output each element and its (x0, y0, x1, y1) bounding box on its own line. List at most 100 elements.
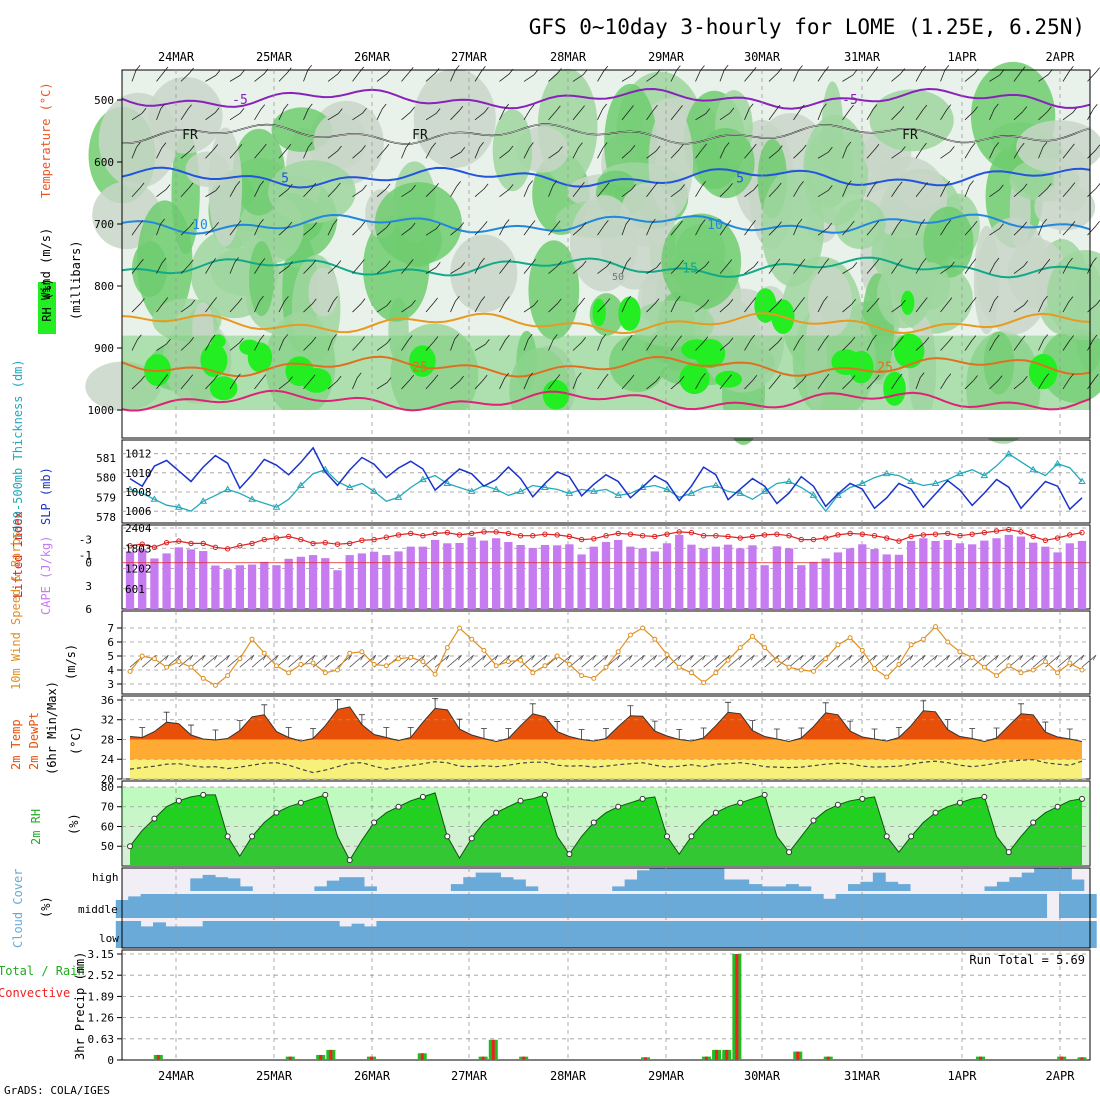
precip-convective-bar (319, 1054, 323, 1060)
lifted-index-point (993, 528, 1000, 534)
wind-barb (327, 296, 338, 313)
wind-barb (425, 262, 441, 274)
wind-barb (548, 105, 561, 121)
run-total: Run Total = 5.69 (969, 953, 1085, 967)
wind-barb (303, 298, 317, 313)
wind-barb (523, 180, 533, 197)
wind10m-point (273, 663, 279, 669)
minmax-bar (529, 703, 536, 714)
cloud-low-bar (227, 921, 241, 948)
wind-barb (254, 374, 267, 390)
total-rain-label: Total / Rain (0, 964, 85, 978)
rh2m-point (932, 809, 939, 816)
lifted-index-point (688, 529, 695, 536)
date-label-bottom: 30MAR (744, 1069, 781, 1083)
temperature-label: Temperature (°C) (39, 82, 53, 198)
wind10m-barb (569, 654, 584, 668)
wind-barb (793, 181, 804, 197)
cape-bar (540, 544, 550, 609)
cloud-high-bar (872, 872, 886, 891)
cloud-middle-bar (761, 894, 775, 918)
wind-barb (327, 260, 342, 274)
rh-max-spot (1028, 353, 1058, 390)
cloud-low-bar (326, 921, 340, 948)
thickness-point (370, 487, 378, 494)
wind10m-barb (532, 654, 548, 668)
thickness-point (956, 469, 964, 477)
wind-barb (131, 375, 146, 390)
rh-shading (492, 109, 533, 192)
minmax-bar (1066, 728, 1073, 739)
cloud-low-bar (599, 921, 613, 948)
wind-barb (1038, 334, 1048, 351)
cape-bar (211, 565, 220, 609)
wind-barb (866, 297, 880, 313)
wind-barb (1062, 107, 1077, 121)
cloud-middle-bar (748, 894, 762, 918)
wind-barb (303, 222, 318, 236)
wind10m-point (322, 670, 328, 676)
contour-line (121, 213, 1091, 235)
wind-barb (156, 184, 171, 198)
wind-barb (695, 336, 709, 351)
wind-barb (989, 257, 1000, 274)
cloud-low-bar (1058, 921, 1072, 948)
wind-barb (940, 219, 952, 236)
date-label-bottom: 29MAR (648, 1069, 685, 1083)
wind-barb (597, 261, 612, 274)
wind-barb (1062, 143, 1075, 159)
wind10m-point (1079, 667, 1085, 673)
wind-barb (646, 145, 661, 159)
wind-barb (450, 146, 466, 159)
wind10m-barb (154, 654, 169, 668)
date-label-bottom: 27MAR (451, 1069, 488, 1083)
cloud-low-bar (512, 921, 526, 948)
cape-bar (809, 561, 818, 609)
lifted-index-point (884, 535, 890, 541)
wind-barb (156, 297, 169, 313)
wind-barb (719, 298, 734, 313)
wind-barb (989, 334, 1000, 351)
minmax-bar (773, 728, 780, 739)
cape-bar (723, 544, 733, 609)
lifted-index-point (578, 536, 585, 543)
wind10m-point (383, 663, 389, 669)
cloud-low-bar (488, 921, 502, 948)
cape-bar (443, 543, 452, 609)
wind-barb (793, 334, 804, 351)
contour-line (121, 355, 1091, 378)
wind-barb (891, 258, 903, 274)
cape-bar (430, 539, 440, 609)
cape-bar (455, 542, 464, 609)
cloud-high-bar (748, 884, 762, 891)
wind-barb (744, 261, 759, 274)
wind-barb (450, 222, 465, 236)
cape-bar (772, 546, 782, 609)
minmax-bar (310, 728, 317, 739)
lifted-index-point (981, 529, 988, 536)
lifted-index-point (639, 533, 646, 539)
minmax-bar (895, 727, 902, 738)
cloud-low-bar (885, 921, 899, 948)
lifted-index-point (200, 540, 206, 547)
cape-bar (186, 549, 196, 609)
temp-tick-label: 20 (101, 773, 114, 786)
wind10m-barb (1020, 654, 1036, 668)
wind-barb (523, 300, 539, 313)
wind10m-barb (349, 654, 365, 668)
temp-area-low (130, 759, 1082, 779)
wind-barb (768, 221, 782, 236)
wind-barb (621, 257, 632, 274)
minmax-bar (749, 720, 756, 731)
wind-barb (719, 337, 734, 351)
wind-barb (768, 145, 783, 159)
cloud-low-bar (450, 921, 464, 948)
wind-barb (278, 376, 293, 390)
rh2m-point (786, 849, 793, 856)
contour-label: 25 (412, 361, 428, 376)
cloud-middle-bar (227, 894, 241, 918)
precip-convective-bar (735, 954, 739, 1060)
wind-barb (425, 142, 437, 159)
wind10m-point (945, 639, 951, 645)
wind-barb (278, 143, 292, 159)
